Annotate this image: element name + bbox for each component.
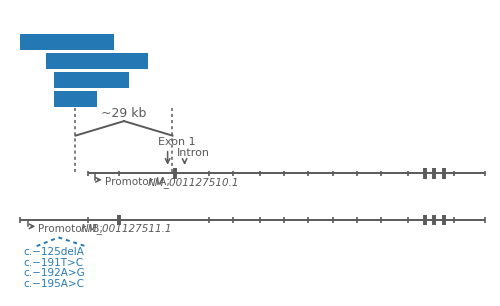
- Text: c.−195A>C: c.−195A>C: [24, 279, 84, 289]
- Text: NM_001127511.1: NM_001127511.1: [81, 223, 172, 234]
- Bar: [54, 72, 129, 88]
- Text: Promotor IB;: Promotor IB;: [38, 224, 106, 234]
- Text: Exon 1: Exon 1: [158, 137, 196, 147]
- Text: NM_001127510.1: NM_001127510.1: [148, 177, 239, 188]
- Text: ~29 kb: ~29 kb: [102, 107, 146, 120]
- Bar: [46, 53, 148, 69]
- Text: c.−125delA: c.−125delA: [24, 247, 84, 257]
- Text: c.−191T>C: c.−191T>C: [24, 258, 84, 268]
- Text: c.−192A>G: c.−192A>G: [24, 268, 86, 278]
- Text: Intron: Intron: [178, 148, 210, 158]
- Bar: [20, 34, 114, 50]
- Bar: [54, 91, 98, 106]
- Text: Promotor IA;: Promotor IA;: [104, 177, 173, 187]
